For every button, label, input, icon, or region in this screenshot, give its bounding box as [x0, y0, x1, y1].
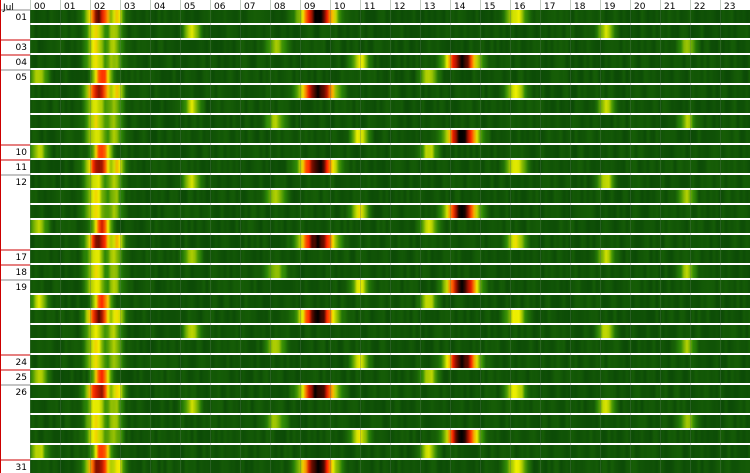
day-row-16 — [30, 235, 750, 248]
hour-gridlines — [30, 0, 721, 473]
day-row-07 — [30, 100, 750, 113]
hour-tick-07: 07 — [244, 2, 255, 12]
day-row-09 — [30, 130, 750, 143]
day-row-08 — [30, 115, 750, 128]
hour-tick-08: 08 — [274, 2, 286, 12]
day-row-01 — [30, 10, 750, 23]
day-row-15 — [30, 220, 750, 233]
hour-tick-10: 10 — [334, 2, 346, 12]
day-row-19 — [30, 280, 750, 293]
day-row-03 — [30, 40, 750, 53]
hour-tick-20: 20 — [634, 2, 646, 12]
day-row-06 — [30, 85, 750, 98]
day-label-18: 18 — [16, 268, 28, 278]
heatmap-rows — [30, 10, 750, 473]
hour-tick-17: 17 — [544, 2, 555, 12]
day-label-03: 03 — [16, 43, 27, 53]
hour-tick-09: 09 — [304, 2, 316, 12]
day-row-21 — [30, 310, 750, 323]
day-row-31 — [30, 460, 750, 473]
hour-tick-14: 14 — [454, 2, 466, 12]
hour-tick-16: 16 — [514, 2, 526, 12]
day-row-10 — [30, 145, 750, 158]
hour-tick-04: 04 — [154, 2, 166, 12]
day-row-23 — [30, 340, 750, 353]
hour-tick-13: 13 — [424, 2, 435, 12]
day-row-12 — [30, 175, 750, 188]
day-row-11 — [30, 160, 750, 173]
day-row-30 — [30, 445, 750, 458]
day-row-02 — [30, 25, 750, 38]
hour-tick-23: 23 — [724, 2, 735, 12]
hour-tick-12: 12 — [394, 2, 405, 12]
day-row-28 — [30, 415, 750, 428]
hour-tick-19: 19 — [604, 2, 616, 12]
day-row-24 — [30, 355, 750, 368]
day-labels: 01 03 04 05 10 11 12 17 18 19 24 25 26 31 — [0, 0, 30, 473]
day-row-20 — [30, 295, 750, 308]
day-label-26: 26 — [16, 388, 28, 398]
day-label-11: 11 — [16, 163, 27, 173]
day-label-31: 31 — [16, 463, 27, 473]
day-row-04 — [30, 55, 750, 68]
day-row-29 — [30, 430, 750, 443]
hour-tick-11: 11 — [364, 2, 375, 12]
day-row-05 — [30, 70, 750, 83]
day-label-19: 19 — [16, 283, 28, 293]
day-label-12: 12 — [16, 178, 27, 188]
day-label-24: 24 — [16, 358, 28, 368]
hour-tick-03: 03 — [124, 2, 135, 12]
hour-tick-02: 02 — [94, 2, 105, 12]
day-label-25: 25 — [16, 373, 27, 383]
day-row-14 — [30, 205, 750, 218]
day-row-17 — [30, 250, 750, 263]
day-label-17: 17 — [16, 253, 27, 263]
day-row-25 — [30, 370, 750, 383]
hour-tick-21: 21 — [664, 2, 675, 12]
day-row-27 — [30, 400, 750, 413]
day-label-01: 01 — [16, 13, 27, 23]
day-label-05: 05 — [16, 73, 27, 83]
day-label-04: 04 — [16, 58, 28, 68]
day-row-22 — [30, 325, 750, 338]
hour-tick-01: 01 — [64, 2, 75, 12]
day-row-13 — [30, 190, 750, 203]
day-row-26 — [30, 385, 750, 398]
day-row-18 — [30, 265, 750, 278]
hour-tick-22: 22 — [694, 2, 705, 12]
hour-tick-15: 15 — [484, 2, 495, 12]
hour-tick-06: 06 — [214, 2, 226, 12]
day-label-10: 10 — [16, 148, 28, 158]
hour-tick-00: 00 — [34, 2, 46, 12]
hour-header: Jul 00 01 02 03 04 05 06 07 08 09 10 11 12 13 14 15 16 17 1… — [2, 2, 735, 13]
hour-tick-18: 18 — [574, 2, 586, 12]
month-label: Jul — [2, 3, 14, 13]
hour-tick-05: 05 — [184, 2, 195, 12]
